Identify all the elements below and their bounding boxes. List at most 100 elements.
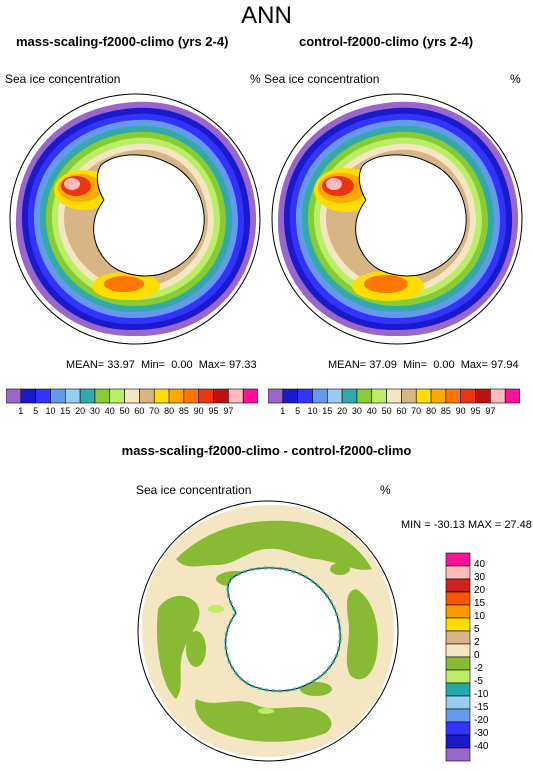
colorbar-tick-label: -20 xyxy=(474,715,489,726)
colorbar-swatch xyxy=(282,388,298,404)
colorbar-swatch xyxy=(445,643,471,658)
colorbar-swatch xyxy=(213,388,229,404)
colorbar-swatch xyxy=(445,682,471,697)
colorbar-tick-label: 30 xyxy=(351,406,362,416)
right-panel-title: control-f2000-climo (yrs 2-4) xyxy=(299,34,474,49)
main-title: ANN xyxy=(241,2,292,29)
colorbar-tick-label: 60 xyxy=(134,406,145,416)
colorbar-tick-label: 50 xyxy=(119,406,130,416)
right-antarctica xyxy=(355,154,467,277)
colorbar-tick-label: 85 xyxy=(178,406,189,416)
colorbar-swatch xyxy=(445,617,471,632)
diff-panel-title: mass-scaling-f2000-climo - control-f2000… xyxy=(121,443,412,458)
left-units-label: % xyxy=(250,72,261,86)
colorbar-swatch xyxy=(312,388,328,404)
left-colorbar xyxy=(6,388,258,404)
colorbar-tick-label: 1 xyxy=(280,406,286,416)
colorbar-tick-label: 2 xyxy=(474,637,480,648)
colorbar-swatch xyxy=(445,591,471,606)
left-antarctica xyxy=(93,154,205,277)
colorbar-swatch xyxy=(490,388,506,404)
colorbar-tick-label: 40 xyxy=(474,559,486,570)
colorbar-tick-label: 30 xyxy=(89,406,100,416)
diff-colorbar-labels: 40 30 20 15 10 5 2 0 -2 -5 -10 -15 -20 -30 -40 xyxy=(474,552,514,762)
colorbar-swatch xyxy=(79,388,96,404)
colorbar-tick-label: 10 xyxy=(474,611,486,622)
colorbar-swatch xyxy=(356,388,373,404)
colorbar-tick-label: 95 xyxy=(470,406,481,416)
colorbar-tick-label: 80 xyxy=(426,406,437,416)
diff-polar-map xyxy=(137,500,399,762)
colorbar-swatch xyxy=(6,388,22,404)
colorbar-swatch xyxy=(445,565,471,580)
colorbar-swatch xyxy=(183,388,200,404)
colorbar-swatch xyxy=(341,388,358,404)
colorbar-tick-label: 97 xyxy=(223,406,234,416)
colorbar-swatch xyxy=(445,747,471,762)
colorbar-swatch xyxy=(268,388,284,404)
colorbar-swatch xyxy=(109,388,125,404)
colorbar-swatch xyxy=(297,388,313,404)
colorbar-swatch xyxy=(430,388,447,404)
colorbar-swatch xyxy=(445,695,471,710)
right-colorbar xyxy=(268,388,520,404)
diff-antarctica xyxy=(225,567,341,692)
right-ross-sea-ice xyxy=(352,271,424,301)
colorbar-swatch xyxy=(371,388,387,404)
colorbar-swatch xyxy=(445,578,471,593)
colorbar-swatch xyxy=(64,388,81,404)
colorbar-tick-label: 5 xyxy=(474,624,480,635)
colorbar-tick-label: -2 xyxy=(474,663,483,674)
colorbar-tick-label: 40 xyxy=(366,406,377,416)
colorbar-swatch xyxy=(445,708,471,723)
colorbar-swatch xyxy=(445,721,471,736)
colorbar-tick-label: 10 xyxy=(45,406,56,416)
colorbar-tick-label: -40 xyxy=(474,741,489,752)
colorbar-swatch xyxy=(445,734,471,749)
colorbar-tick-label: 20 xyxy=(75,406,86,416)
left-colorbar-labels: 1 5 10 15 20 30 40 50 60 70 80 85 90 95 97 xyxy=(6,406,258,418)
right-variable-label: Sea ice concentration xyxy=(264,72,380,86)
colorbar-tick-label: 50 xyxy=(381,406,392,416)
colorbar-swatch xyxy=(401,388,417,404)
colorbar-tick-label: 10 xyxy=(307,406,318,416)
colorbar-swatch xyxy=(445,656,471,671)
colorbar-tick-label: 5 xyxy=(33,406,39,416)
colorbar-swatch xyxy=(326,388,343,404)
colorbar-tick-label: 90 xyxy=(193,406,204,416)
colorbar-swatch xyxy=(460,388,476,404)
colorbar-tick-label: 1 xyxy=(18,406,24,416)
colorbar-swatch xyxy=(124,388,140,404)
left-panel-title: mass-scaling-f2000-climo (yrs 2-4) xyxy=(16,34,229,49)
colorbar-swatch xyxy=(139,388,155,404)
colorbar-swatch xyxy=(168,388,185,404)
colorbar-tick-label: 60 xyxy=(396,406,407,416)
colorbar-swatch xyxy=(50,388,66,404)
diff-green-patches xyxy=(156,520,378,742)
colorbar-swatch xyxy=(153,388,170,404)
colorbar-tick-label: -15 xyxy=(474,702,489,713)
colorbar-tick-label: 15 xyxy=(60,406,71,416)
right-colorbar-labels: 1 5 10 15 20 30 40 50 60 70 80 85 90 95 97 xyxy=(268,406,520,418)
right-units-label: % xyxy=(510,72,521,86)
diff-units-label: % xyxy=(380,483,391,497)
colorbar-tick-label: -10 xyxy=(474,689,489,700)
colorbar-tick-label: 0 xyxy=(474,650,480,661)
colorbar-tick-label: 5 xyxy=(295,406,301,416)
colorbar-tick-label: 70 xyxy=(149,406,160,416)
colorbar-swatch xyxy=(386,388,402,404)
colorbar-swatch xyxy=(198,388,214,404)
left-polar-map xyxy=(9,93,261,345)
colorbar-tick-label: -5 xyxy=(474,676,483,687)
diff-colorbar xyxy=(445,552,471,762)
colorbar-tick-label: 97 xyxy=(485,406,496,416)
colorbar-tick-label: -30 xyxy=(474,728,489,739)
colorbar-tick-label: 95 xyxy=(208,406,219,416)
colorbar-swatch xyxy=(445,604,471,619)
colorbar-swatch xyxy=(94,388,111,404)
diff-variable-label: Sea ice concentration xyxy=(136,483,252,497)
colorbar-swatch xyxy=(415,388,432,404)
colorbar-swatch xyxy=(475,388,491,404)
right-stats: MEAN= 37.09 Min= 0.00 Max= 97.94 xyxy=(328,359,519,371)
colorbar-swatch xyxy=(228,388,244,404)
